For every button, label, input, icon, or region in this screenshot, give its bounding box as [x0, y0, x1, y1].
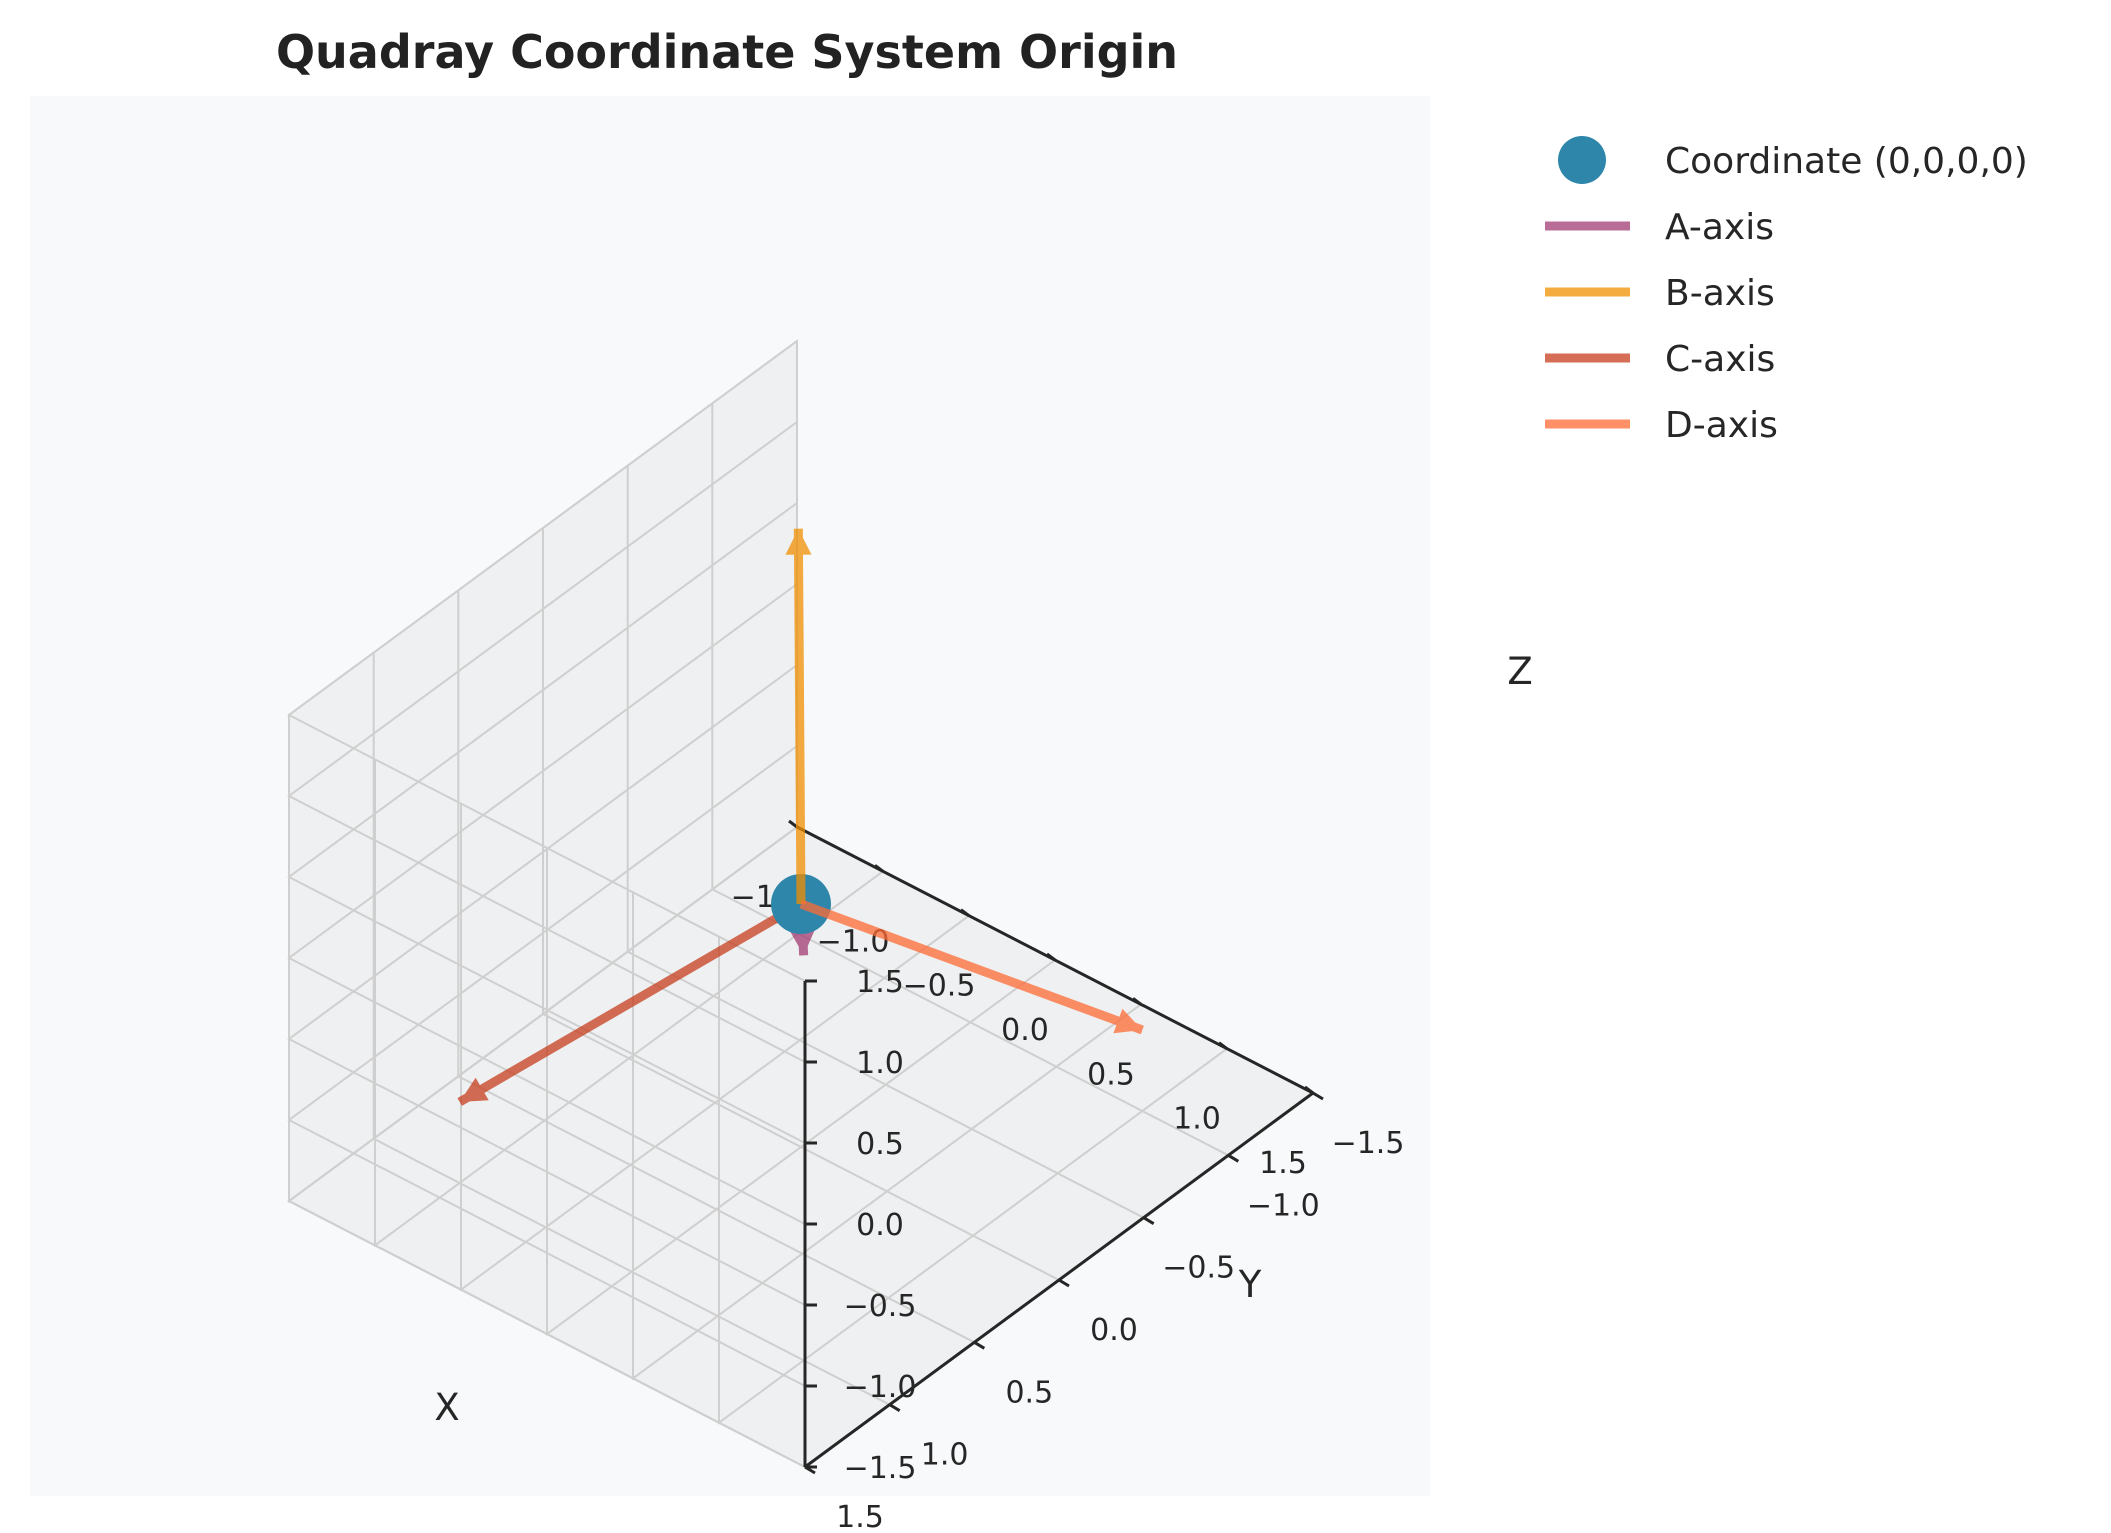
legend-label: A-axis: [1665, 207, 1774, 248]
z-tick-label: 0.5: [856, 1127, 904, 1162]
legend-marker-point: [1558, 136, 1606, 184]
series-line: [793, 528, 806, 905]
x-tick-label: 1.0: [1173, 1102, 1221, 1137]
legend-label: C-axis: [1665, 339, 1775, 380]
z-tick-label: −0.5: [844, 1289, 917, 1324]
z-axis-label: Z: [1507, 650, 1532, 693]
x-tick-mark: [788, 819, 798, 829]
y-tick-mark: [1142, 1216, 1155, 1225]
z-tick-label: 1.5: [856, 965, 904, 1000]
series-D-axis: [799, 899, 1144, 1035]
x-axis-label: X: [434, 1386, 459, 1429]
y-tick-mark: [1058, 1278, 1070, 1288]
x-tick-mark: [1218, 1041, 1228, 1050]
z-tick-label: −1.0: [844, 1370, 917, 1405]
y-tick-mark: [1227, 1154, 1240, 1163]
x-tick-mark: [874, 864, 884, 873]
y-tick-mark: [888, 1403, 901, 1412]
x-tick-label: 0.0: [1001, 1013, 1049, 1048]
series-arrowhead: [785, 528, 812, 555]
y-tick-mark: [1312, 1091, 1324, 1101]
y-tick-label: −0.5: [1162, 1251, 1235, 1286]
x-tick-mark: [1132, 997, 1142, 1006]
legend-label: Coordinate (0,0,0,0): [1665, 141, 2028, 182]
x-tick-label: 1.5: [1259, 1146, 1307, 1181]
x-tick-label: −0.5: [903, 969, 976, 1004]
series-arrowhead: [1113, 1008, 1143, 1034]
series-C-axis: [457, 900, 804, 1106]
y-tick-mark: [973, 1341, 986, 1350]
grid-line-y: [288, 715, 806, 1468]
tick-labels: −1.5−1.5−1.5−1.0−1.0−1.0−0.5−0.5−0.50.00…: [731, 819, 1405, 1533]
grid-line-z: [287, 340, 806, 982]
x-tick-mark: [1046, 952, 1056, 962]
grid-line-y: [372, 652, 891, 1406]
series-line: [457, 900, 804, 1106]
x-tick-mark: [960, 908, 970, 917]
z-tick-label: −1.5: [844, 1451, 917, 1486]
y-tick-mark: [804, 1465, 816, 1475]
y-tick-label: −1.5: [1332, 1126, 1405, 1161]
x-tick-mark: [1304, 1085, 1314, 1095]
y-tick-label: 0.0: [1090, 1313, 1138, 1348]
legend-label: B-axis: [1665, 273, 1775, 314]
series-arrowhead: [459, 1077, 489, 1102]
y-tick-label: 0.5: [1005, 1375, 1053, 1410]
y-axis-label: Y: [1238, 1263, 1262, 1306]
z-tick-label: 0.0: [856, 1208, 904, 1243]
data-series: [457, 528, 1144, 1106]
legend-label: D-axis: [1665, 405, 1778, 446]
series-B-axis: [785, 528, 812, 905]
series-arrowhead: [789, 928, 816, 956]
chart-title: Quadray Coordinate System Origin: [276, 25, 1178, 79]
legend: Coordinate (0,0,0,0) A-axis B-axis C-axis D-…: [1545, 136, 2028, 446]
y-tick-label: 1.0: [921, 1438, 969, 1473]
x-tick-label: 0.5: [1087, 1057, 1135, 1092]
z-tick-label: 1.0: [856, 1046, 904, 1081]
y-tick-label: −1.0: [1247, 1188, 1320, 1223]
series-line: [799, 899, 1144, 1035]
y-tick-label: 1.5: [836, 1500, 884, 1533]
